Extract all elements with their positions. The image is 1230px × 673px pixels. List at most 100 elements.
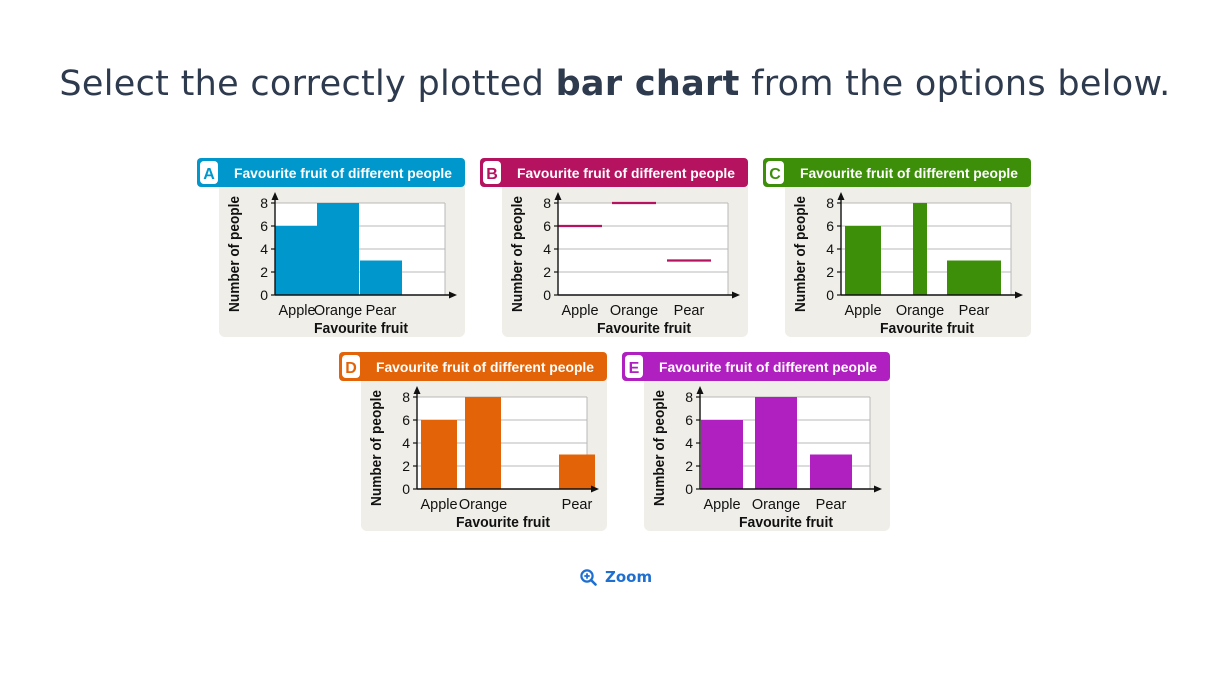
y-axis-arrow [837,192,845,200]
y-axis-arrow [696,386,704,394]
zoom-button[interactable]: Zoom [580,568,652,586]
title-banner [197,158,465,187]
option-b-chart[interactable]: B Favourite fruit of different people 0 2 4 6… [480,158,750,338]
chart-title: Favourite fruit of different people [234,165,452,181]
y-axis-title: Number of people [368,390,385,506]
x-tick-label: Orange [314,303,362,319]
data-bar [947,260,1001,295]
option-badge [200,161,218,184]
x-tick-label: Orange [752,497,800,513]
y-tick-label: 4 [826,241,834,257]
x-tick-label: Orange [610,303,658,319]
y-tick-label: 8 [826,195,834,211]
x-tick-label: Apple [844,303,881,319]
y-tick-label: 4 [543,241,551,257]
y-tick-label: 2 [543,264,551,280]
data-bar [913,203,927,295]
y-tick-label: 2 [685,458,693,474]
data-bar [845,226,881,295]
y-axis-arrow [271,192,279,200]
data-bar [810,454,852,489]
y-tick-label: 6 [826,218,834,234]
y-tick-label: 0 [402,481,410,497]
x-axis-title: Favourite fruit [314,320,408,337]
x-axis-arrow [732,291,740,299]
zoom-label: Zoom [605,568,653,586]
x-tick-label: Orange [896,303,944,319]
x-axis-title: Favourite fruit [456,514,550,531]
y-tick-label: 6 [685,412,693,428]
data-bar [360,260,402,295]
chart-title: Favourite fruit of different people [800,165,1018,181]
title-banner [763,158,1031,187]
y-axis-title: Number of people [792,196,809,312]
x-tick-label: Pear [366,303,397,319]
option-e-chart[interactable]: E Favourite fruit of different people 0 2 4 6… [622,352,892,532]
x-axis-arrow [874,485,882,493]
y-tick-label: 0 [685,481,693,497]
y-tick-label: 8 [260,195,268,211]
question-suffix: from the options below. [751,64,1171,104]
y-tick-label: 8 [543,195,551,211]
option-a-chart[interactable]: A Favourite fruit of different people 0 2 4 6… [197,158,467,338]
chart-svg: C Favourite fruit of different people 0 2 4 6… [763,158,1031,337]
y-tick-label: 2 [260,264,268,280]
chart-svg: A Favourite fruit of different people 0 2 4 6… [197,158,465,337]
x-axis-title: Favourite fruit [739,514,833,531]
y-axis-title: Number of people [509,196,526,312]
question-text: Select the correctly plotted bar chart f… [0,64,1230,104]
option-letter: A [203,166,215,183]
y-tick-label: 0 [826,287,834,303]
option-letter: C [769,166,781,183]
chart-svg: D Favourite fruit of different people 0 2 4 6… [339,352,607,531]
title-banner [622,352,890,381]
x-tick-label: Pear [562,497,593,513]
x-axis-title: Favourite fruit [597,320,691,337]
question-prefix: Select the correctly plotted [59,64,545,104]
title-banner [339,352,607,381]
y-tick-label: 2 [402,458,410,474]
title-banner [480,158,748,187]
chart-title: Favourite fruit of different people [659,359,877,375]
x-axis-arrow [591,485,599,493]
y-axis-title: Number of people [226,196,243,312]
y-tick-label: 0 [543,287,551,303]
x-tick-label: Pear [816,497,847,513]
data-bar [701,420,743,489]
chart-title: Favourite fruit of different people [376,359,594,375]
option-c-chart[interactable]: C Favourite fruit of different people 0 2 4 6… [763,158,1033,338]
y-tick-label: 6 [543,218,551,234]
x-axis-arrow [1015,291,1023,299]
y-tick-label: 4 [685,435,693,451]
y-tick-label: 8 [685,389,693,405]
chart-svg: B Favourite fruit of different people 0 2 4 6… [480,158,748,337]
data-bar [275,226,319,295]
option-badge [766,161,784,184]
data-bar [755,397,797,489]
y-axis-title: Number of people [651,390,668,506]
data-bar [421,420,457,489]
chart-title: Favourite fruit of different people [517,165,735,181]
x-tick-label: Apple [420,497,457,513]
y-axis-arrow [413,386,421,394]
x-tick-label: Apple [278,303,315,319]
data-bar [559,454,595,489]
y-tick-label: 6 [402,412,410,428]
y-tick-label: 8 [402,389,410,405]
option-letter: E [629,360,640,377]
option-badge [483,161,501,184]
option-badge [342,355,360,378]
option-letter: B [486,166,498,183]
data-bar [317,203,359,295]
x-tick-label: Pear [959,303,990,319]
x-tick-label: Apple [561,303,598,319]
x-tick-label: Pear [674,303,705,319]
x-tick-label: Apple [703,497,740,513]
x-tick-label: Orange [459,497,507,513]
x-axis-title: Favourite fruit [880,320,974,337]
y-tick-label: 2 [826,264,834,280]
option-d-chart[interactable]: D Favourite fruit of different people 0 2 4 6… [339,352,609,532]
option-letter: D [345,360,357,377]
question-emphasis: bar chart [555,64,740,104]
x-axis-arrow [449,291,457,299]
